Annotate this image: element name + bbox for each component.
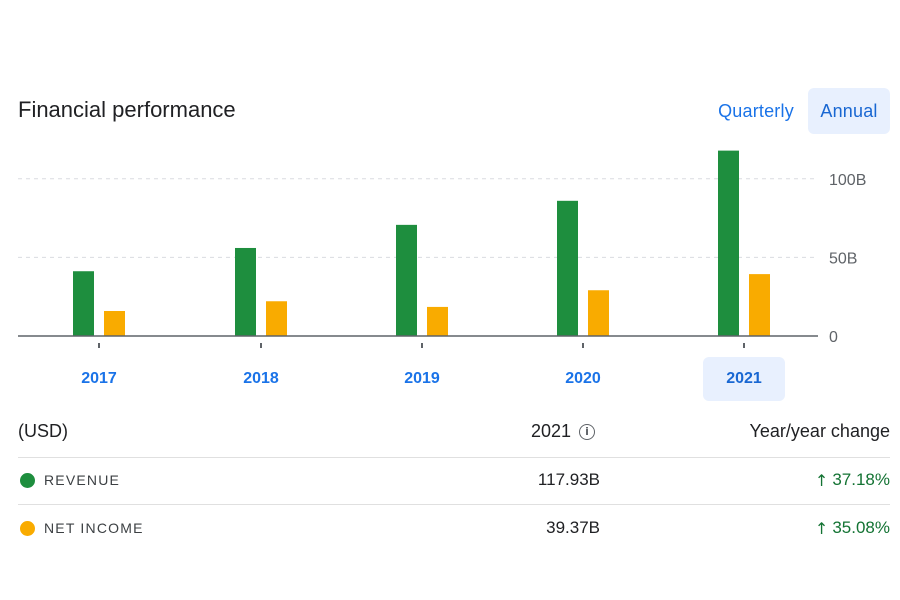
revenue-bar-2018[interactable] <box>235 247 256 336</box>
table-divider <box>18 457 890 458</box>
revenue-bar-2019[interactable] <box>396 224 417 336</box>
row-change: ↑ 35.08% <box>815 518 890 538</box>
page-title: Financial performance <box>18 97 236 122</box>
revenue-bar-2021[interactable] <box>718 150 739 336</box>
year-button-2019[interactable]: 2019 <box>404 370 440 387</box>
net-income-bar-2020[interactable] <box>588 290 609 336</box>
arrow-up-icon: ↑ <box>814 470 829 490</box>
year-button-2021[interactable]: 2021 <box>703 357 785 401</box>
net-income-legend-dot <box>20 520 35 536</box>
annual-toggle[interactable]: Annual <box>808 88 890 134</box>
y-tick-label: 0 <box>829 329 838 346</box>
y-tick-label: 100B <box>829 172 866 189</box>
table-row-net-income: NET INCOME 39.37B ↑ 35.08% <box>18 505 890 551</box>
quarterly-toggle[interactable]: Quarterly <box>718 100 794 121</box>
row-label: NET INCOME <box>44 520 144 536</box>
info-icon[interactable]: i <box>579 423 596 440</box>
year-button-2017[interactable]: 2017 <box>81 370 117 387</box>
revenue-bar-2017[interactable] <box>73 271 94 336</box>
row-label: REVENUE <box>44 472 121 488</box>
row-change: ↑ 37.18% <box>815 470 890 490</box>
year-button-2018[interactable]: 2018 <box>243 370 279 387</box>
net-income-bar-2021[interactable] <box>749 274 770 336</box>
year-column-label: 2021 <box>531 421 572 441</box>
year-column-header: 2021 i <box>531 421 596 442</box>
currency-label: (USD) <box>18 421 68 441</box>
revenue-legend-dot <box>20 472 35 488</box>
net-income-bar-2019[interactable] <box>427 306 448 336</box>
row-value: 39.37B <box>546 518 600 537</box>
revenue-bar-2020[interactable] <box>557 200 578 336</box>
y-tick-label: 50B <box>829 250 857 267</box>
financial-bar-chart: 0 50B 100B <box>18 150 866 348</box>
row-change-value: 37.18% <box>832 470 890 489</box>
change-column-header: Year/year change <box>749 421 890 441</box>
row-value: 117.93B <box>537 470 600 489</box>
table-row-revenue: REVENUE 117.93B ↑ 37.18% <box>18 457 890 503</box>
net-income-bar-2017[interactable] <box>104 311 125 336</box>
arrow-up-icon: ↑ <box>814 518 829 538</box>
year-button-2020[interactable]: 2020 <box>565 370 601 387</box>
net-income-bar-2018[interactable] <box>266 301 287 336</box>
row-change-value: 35.08% <box>832 518 890 537</box>
table-divider <box>18 504 890 505</box>
